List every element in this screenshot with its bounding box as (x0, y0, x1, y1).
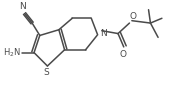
Text: N: N (100, 29, 107, 38)
Text: O: O (119, 50, 126, 59)
Text: S: S (44, 68, 49, 77)
Text: O: O (130, 12, 137, 21)
Text: H$_2$N: H$_2$N (3, 46, 21, 59)
Text: N: N (19, 2, 26, 11)
